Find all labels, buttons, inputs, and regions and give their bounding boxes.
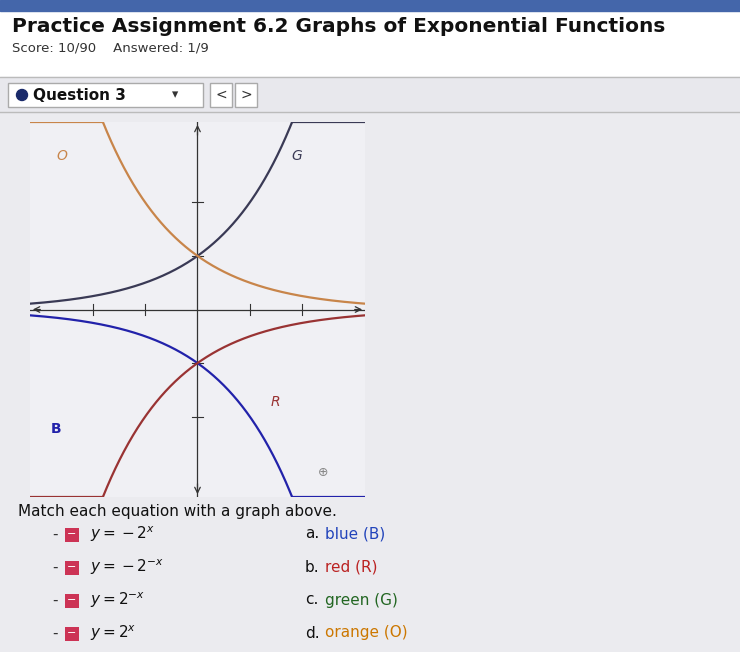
Bar xyxy=(0,112,740,652)
Bar xyxy=(0,0,740,11)
Bar xyxy=(0,11,740,77)
Text: <: < xyxy=(215,88,227,102)
Bar xyxy=(8,83,203,107)
Text: −: − xyxy=(67,529,77,539)
Text: $y=-2^{x}$: $y=-2^{x}$ xyxy=(90,524,155,544)
Text: -: - xyxy=(53,593,58,608)
Text: G: G xyxy=(292,149,303,162)
Bar xyxy=(65,561,79,575)
Text: Match each equation with a graph above.: Match each equation with a graph above. xyxy=(18,504,337,519)
Text: ⊕: ⊕ xyxy=(318,466,329,479)
Text: R: R xyxy=(271,395,280,409)
Bar xyxy=(65,594,79,608)
Bar xyxy=(0,77,740,112)
Text: −: − xyxy=(67,595,77,605)
Text: -: - xyxy=(53,625,58,640)
Bar xyxy=(0,497,740,652)
Bar xyxy=(65,528,79,542)
Text: −: − xyxy=(67,562,77,572)
Text: -: - xyxy=(53,559,58,574)
Text: $y=2^{-x}$: $y=2^{-x}$ xyxy=(90,590,145,610)
Text: green (G): green (G) xyxy=(325,593,398,608)
Text: O: O xyxy=(56,149,67,162)
Text: $y=2^{x}$: $y=2^{x}$ xyxy=(90,623,136,643)
Bar xyxy=(65,627,79,641)
Text: red (R): red (R) xyxy=(325,559,377,574)
Text: $y=-2^{-x}$: $y=-2^{-x}$ xyxy=(90,557,164,577)
Text: −: − xyxy=(67,628,77,638)
Text: -: - xyxy=(53,527,58,542)
Circle shape xyxy=(16,89,27,100)
Text: Practice Assignment 6.2 Graphs of Exponential Functions: Practice Assignment 6.2 Graphs of Expone… xyxy=(12,16,665,35)
Text: orange (O): orange (O) xyxy=(325,625,408,640)
Text: >: > xyxy=(240,88,252,102)
Bar xyxy=(235,83,257,107)
Text: b.: b. xyxy=(305,559,320,574)
Text: a.: a. xyxy=(305,527,319,542)
Text: c.: c. xyxy=(305,593,318,608)
Text: d.: d. xyxy=(305,625,320,640)
Text: B: B xyxy=(51,422,61,436)
Text: Score: 10/90    Answered: 1/9: Score: 10/90 Answered: 1/9 xyxy=(12,42,209,55)
Text: blue (B): blue (B) xyxy=(325,527,386,542)
Text: ▾: ▾ xyxy=(172,89,178,102)
Bar xyxy=(210,83,232,107)
Text: Question 3: Question 3 xyxy=(33,87,126,102)
